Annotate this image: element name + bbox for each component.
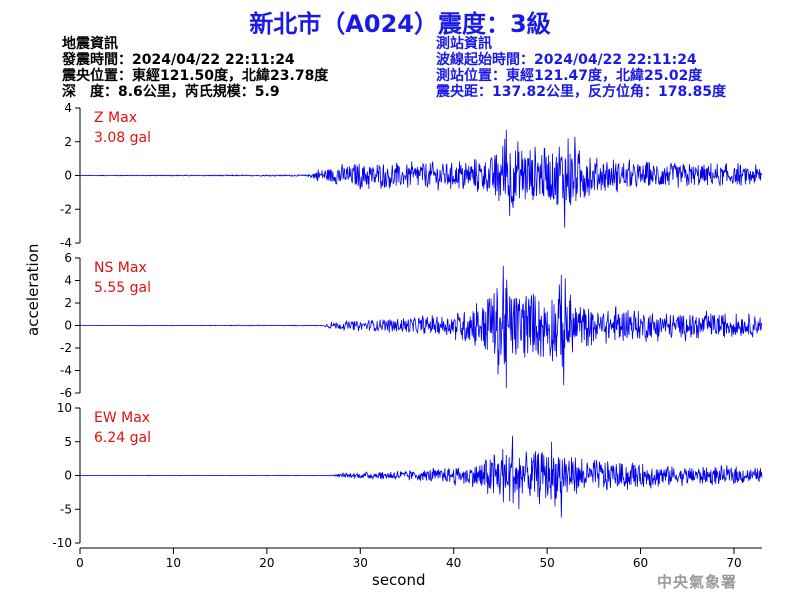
x-tick-label: 10 (166, 556, 181, 570)
agency-watermark: 中央氣象署 (657, 573, 738, 591)
y-tick-label: -4 (60, 364, 72, 378)
y-axis-label: acceleration (24, 243, 42, 336)
x-tick-label: 30 (353, 556, 368, 570)
max-label-ew: EW Max (94, 410, 150, 426)
y-tick-label: 4 (64, 274, 72, 288)
y-tick-label: -10 (52, 536, 72, 550)
y-tick-label: 6 (64, 251, 72, 265)
station-info: 測站資訊 波線起始時間：2024/04/22 22:11:24 測站位置：東經1… (436, 36, 726, 100)
y-tick-label: 5 (64, 435, 72, 449)
waveform-z (80, 129, 763, 228)
max-value-ns: 5.55 gal (94, 280, 151, 296)
waveform-ew (79, 435, 763, 518)
y-tick-label: -2 (60, 202, 72, 216)
y-tick-label: -5 (60, 502, 72, 516)
y-tick-label: 0 (64, 319, 72, 333)
y-tick-label: -6 (60, 386, 72, 400)
x-tick-label: 60 (633, 556, 648, 570)
quake-info: 地震資訊 發震時間：2024/04/22 22:11:24 震央位置：東經121… (62, 36, 328, 100)
waveform-ns (79, 265, 763, 388)
y-tick-label: -4 (60, 236, 72, 250)
x-tick-label: 20 (259, 556, 274, 570)
chart-title: 新北市（A024）震度：3級 (249, 10, 551, 38)
max-label-ns: NS Max (94, 260, 147, 276)
station-info-distance: 震央距：137.82公里，反方位角：178.85度 (436, 84, 727, 100)
x-tick-label: 0 (76, 556, 84, 570)
x-axis-label: second (372, 571, 426, 589)
y-tick-label: 0 (64, 469, 72, 483)
y-tick-label: 2 (64, 296, 72, 310)
quake-info-depth-magnitude: 深 度：8.6公里，芮氏規模：5.9 (62, 84, 280, 100)
max-label-z: Z Max (94, 110, 137, 126)
x-tick-label: 40 (446, 556, 461, 570)
max-value-z: 3.08 gal (94, 130, 151, 146)
station-info-wave-time: 波線起始時間：2024/04/22 22:11:24 (436, 52, 697, 68)
station-info-heading: 測站資訊 (436, 36, 492, 52)
y-tick-label: 0 (64, 169, 72, 183)
y-tick-label: 2 (64, 135, 72, 149)
y-tick-label: 10 (57, 401, 72, 415)
x-tick-label: 70 (726, 556, 741, 570)
max-value-ew: 6.24 gal (94, 430, 151, 446)
quake-info-time: 發震時間：2024/04/22 22:11:24 (62, 52, 295, 68)
y-tick-label: -2 (60, 341, 72, 355)
quake-info-epicenter: 震央位置：東經121.50度，北緯23.78度 (62, 68, 329, 84)
station-info-location: 測站位置：東經121.47度，北緯25.02度 (436, 68, 703, 84)
x-tick-label: 50 (539, 556, 554, 570)
quake-info-heading: 地震資訊 (62, 36, 118, 52)
y-tick-label: 4 (64, 101, 72, 115)
